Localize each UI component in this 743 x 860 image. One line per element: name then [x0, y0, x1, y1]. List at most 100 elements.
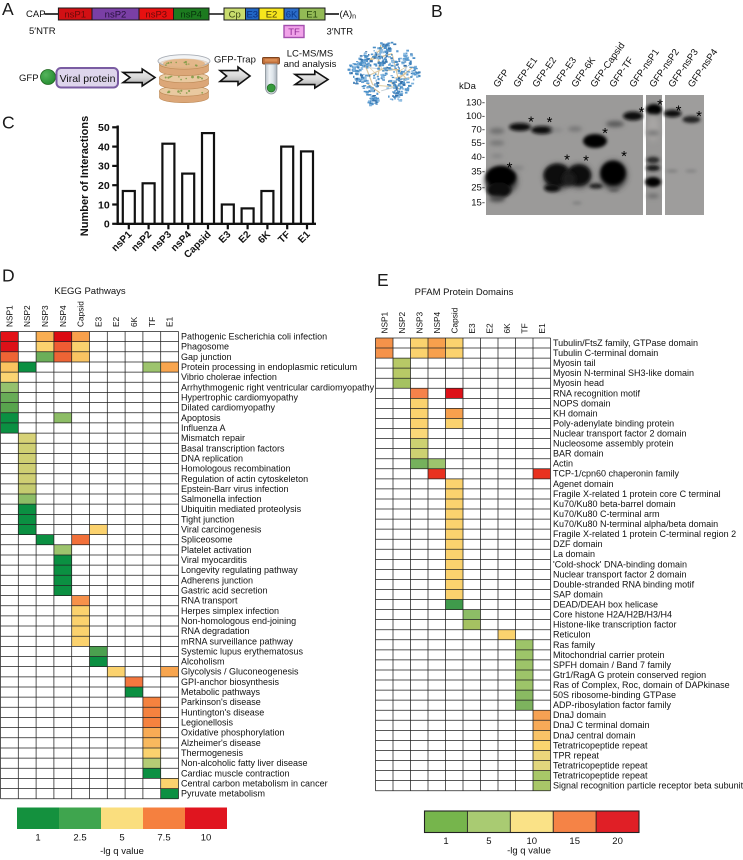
svg-text:Central carbon metabolism in c: Central carbon metabolism in cancer [181, 778, 328, 788]
svg-text:Non-alcoholic fatty liver dise: Non-alcoholic fatty liver disease [181, 758, 308, 768]
svg-text:TF: TF [288, 27, 300, 38]
svg-text:15: 15 [569, 836, 580, 847]
svg-text:Cardiac muscle contraction: Cardiac muscle contraction [181, 768, 290, 778]
svg-text:A: A [2, 0, 14, 19]
svg-text:Regulation of actin cytoskelet: Regulation of actin cytoskeleton [181, 474, 308, 484]
svg-text:*: * [564, 152, 570, 169]
svg-text:TPR repeat: TPR repeat [553, 750, 600, 760]
svg-text:*: * [657, 97, 663, 114]
svg-text:6K: 6K [256, 229, 273, 246]
svg-text:ADP-ribosylation factor family: ADP-ribosylation factor family [553, 700, 672, 710]
svg-text:7.5: 7.5 [157, 833, 170, 844]
svg-text:Tetratricopeptide repeat: Tetratricopeptide repeat [553, 740, 648, 750]
svg-text:Tubulin C-terminal domain: Tubulin C-terminal domain [553, 348, 658, 358]
svg-text:GFP-Trap: GFP-Trap [214, 55, 256, 66]
svg-text:NSP1: NSP1 [4, 305, 14, 327]
svg-text:Huntington's disease: Huntington's disease [181, 707, 264, 717]
svg-text:Adherens junction: Adherens junction [181, 575, 253, 585]
svg-text:6K: 6K [286, 10, 298, 21]
svg-text:Ras family: Ras family [553, 640, 596, 650]
svg-text:50: 50 [98, 122, 110, 134]
svg-text:D: D [2, 266, 15, 286]
svg-text:20: 20 [612, 836, 623, 847]
svg-text:5: 5 [119, 833, 124, 844]
svg-text:30: 30 [98, 161, 110, 173]
svg-text:Longevity regulating pathway: Longevity regulating pathway [181, 565, 298, 575]
svg-text:*: * [696, 108, 702, 125]
svg-text:kDa: kDa [459, 81, 477, 92]
svg-text:GFP: GFP [19, 73, 39, 84]
svg-text:E2: E2 [484, 323, 494, 334]
svg-text:Parkinson's disease: Parkinson's disease [181, 697, 261, 707]
svg-text:TF: TF [276, 229, 292, 245]
svg-text:Herpes simplex infection: Herpes simplex infection [181, 606, 279, 616]
svg-text:Viral protein: Viral protein [60, 73, 116, 85]
svg-text:Nuclear transport factor 2 dom: Nuclear transport factor 2 domain [553, 429, 687, 439]
svg-text:Agenet domain: Agenet domain [553, 479, 614, 489]
svg-text:2.5: 2.5 [73, 833, 86, 844]
svg-text:1: 1 [443, 836, 448, 847]
svg-text:C: C [2, 113, 15, 133]
svg-text:E2: E2 [111, 316, 121, 327]
svg-text:NSP2: NSP2 [397, 311, 407, 333]
svg-text:E1: E1 [165, 316, 175, 327]
svg-text:Basal transcription factors: Basal transcription factors [181, 443, 285, 453]
svg-text:NSP2: NSP2 [22, 305, 32, 327]
svg-text:NSP4: NSP4 [432, 311, 442, 333]
svg-text:Core histone H2A/H2B/H3/H4: Core histone H2A/H2B/H3/H4 [553, 610, 672, 620]
svg-text:130-: 130- [466, 98, 485, 109]
svg-text:DnaJ C terminal domain: DnaJ C terminal domain [553, 720, 650, 730]
svg-text:B: B [431, 1, 443, 21]
svg-text:and analysis: and analysis [284, 59, 337, 70]
svg-text:NSP3: NSP3 [40, 305, 50, 327]
svg-text:100-: 100- [466, 111, 485, 122]
svg-text:E2: E2 [266, 10, 278, 21]
svg-text:Nuclear transport factor 2 dom: Nuclear transport factor 2 domain [553, 569, 687, 579]
svg-text:*: * [676, 103, 682, 120]
svg-text:1: 1 [35, 833, 40, 844]
svg-text:E1: E1 [537, 323, 547, 334]
svg-text:Thermogenesis: Thermogenesis [181, 748, 244, 758]
svg-text:nsP3: nsP3 [149, 229, 174, 254]
svg-text:Ku70/Ku80 C-terminal arm: Ku70/Ku80 C-terminal arm [553, 509, 660, 519]
svg-text:nsP1: nsP1 [64, 10, 86, 21]
svg-text:'Cold-shock' DNA-binding domai: 'Cold-shock' DNA-binding domain [553, 559, 687, 569]
svg-text:70-: 70- [471, 125, 485, 136]
svg-text:Alzheimer's disease: Alzheimer's disease [181, 738, 261, 748]
svg-text:E3: E3 [246, 10, 258, 21]
svg-text:Mitochondrial carrier protein: Mitochondrial carrier protein [553, 650, 665, 660]
svg-text:NOPS domain: NOPS domain [553, 398, 611, 408]
svg-text:6K: 6K [502, 323, 512, 334]
svg-text:Poly-adenylate binding protein: Poly-adenylate binding protein [553, 418, 674, 428]
svg-text:Myosin head: Myosin head [553, 378, 604, 388]
svg-text:NSP1: NSP1 [379, 311, 389, 333]
svg-text:Alcoholism: Alcoholism [181, 657, 225, 667]
svg-text:Phagosome: Phagosome [181, 342, 229, 352]
svg-text:Myosin tail: Myosin tail [553, 358, 596, 368]
svg-text:Ras of Complex, Roc, domain of: Ras of Complex, Roc, domain of DAPkinase [553, 680, 730, 690]
svg-text:Pyruvate metabolism: Pyruvate metabolism [181, 789, 265, 799]
svg-text:Epstein-Barr virus infection: Epstein-Barr virus infection [181, 484, 289, 494]
svg-text:3′NTR: 3′NTR [327, 27, 354, 38]
svg-text:6K: 6K [129, 316, 139, 327]
svg-text:15-: 15- [471, 198, 485, 209]
svg-text:Tight junction: Tight junction [181, 514, 234, 524]
svg-text:25-: 25- [471, 183, 485, 194]
svg-text:Vibrio cholerae infection: Vibrio cholerae infection [181, 372, 277, 382]
svg-text:*: * [583, 153, 589, 170]
svg-text:Systemic lupus erythematosus: Systemic lupus erythematosus [181, 646, 304, 656]
svg-text:-lg q value: -lg q value [100, 846, 144, 857]
svg-text:Viral myocarditis: Viral myocarditis [181, 555, 247, 565]
svg-text:nsP2: nsP2 [130, 229, 155, 254]
svg-text:BAR domain: BAR domain [553, 449, 604, 459]
svg-text:E1: E1 [306, 10, 318, 21]
svg-text:40: 40 [98, 141, 110, 153]
svg-text:Gap junction: Gap junction [181, 352, 232, 362]
svg-text:E3: E3 [467, 323, 477, 334]
svg-text:Signal recognition particle re: Signal recognition particle receptor bet… [553, 781, 743, 791]
svg-text:Myosin N-terminal SH3-like dom: Myosin N-terminal SH3-like domain [553, 368, 694, 378]
svg-text:Fragile X-related 1 protein co: Fragile X-related 1 protein core C termi… [553, 489, 721, 499]
svg-text:Capsid: Capsid [76, 301, 86, 327]
svg-text:Viral carcinogenesis: Viral carcinogenesis [181, 525, 262, 535]
svg-text:Cp: Cp [229, 10, 241, 21]
